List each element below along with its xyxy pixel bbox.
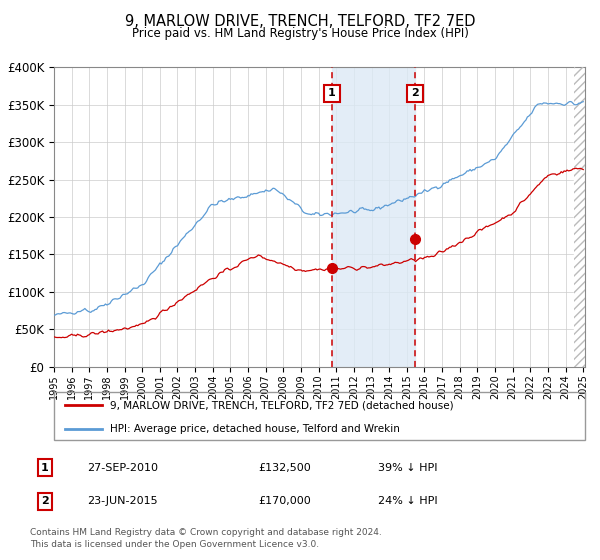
Text: £132,500: £132,500 [258, 463, 311, 473]
Text: 23-JUN-2015: 23-JUN-2015 [87, 496, 158, 506]
Bar [574, 67, 592, 367]
Text: 2: 2 [411, 88, 419, 99]
Text: £170,000: £170,000 [258, 496, 311, 506]
Text: 24% ↓ HPI: 24% ↓ HPI [378, 496, 437, 506]
Text: 39% ↓ HPI: 39% ↓ HPI [378, 463, 437, 473]
Text: Contains HM Land Registry data © Crown copyright and database right 2024.: Contains HM Land Registry data © Crown c… [30, 528, 382, 536]
Text: 1: 1 [328, 88, 336, 99]
Bar [332, 67, 415, 367]
Text: HPI: Average price, detached house, Telford and Wrekin: HPI: Average price, detached house, Telf… [110, 424, 400, 434]
Text: This data is licensed under the Open Government Licence v3.0.: This data is licensed under the Open Gov… [30, 540, 319, 549]
Text: 1: 1 [41, 463, 49, 473]
Text: 9, MARLOW DRIVE, TRENCH, TELFORD, TF2 7ED (detached house): 9, MARLOW DRIVE, TRENCH, TELFORD, TF2 7E… [110, 400, 454, 410]
Text: 27-SEP-2010: 27-SEP-2010 [87, 463, 158, 473]
Text: 9, MARLOW DRIVE, TRENCH, TELFORD, TF2 7ED: 9, MARLOW DRIVE, TRENCH, TELFORD, TF2 7E… [125, 14, 475, 29]
Text: Price paid vs. HM Land Registry's House Price Index (HPI): Price paid vs. HM Land Registry's House … [131, 27, 469, 40]
Bar [574, 67, 592, 367]
Text: 2: 2 [41, 496, 49, 506]
